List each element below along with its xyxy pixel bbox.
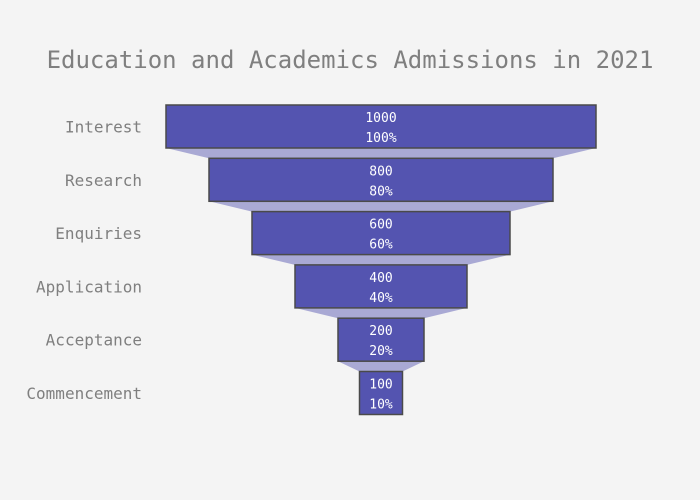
stage-label: Research [65,171,142,190]
funnel-connector [209,201,553,212]
funnel-bar-commencement [358,370,404,416]
value-label: 400 [369,271,392,286]
funnel-connector [252,254,510,265]
value-label: 1000 [365,111,396,126]
percent-label: 60% [369,238,393,253]
percent-label: 10% [369,398,393,413]
bars-layer [165,104,597,416]
funnel-bar-acceptance [337,317,425,362]
labels-layer: Interest 1000 100% Research 800 80% Enquiries 6… [26,111,396,413]
percent-label: 40% [369,291,393,306]
percent-label: 100% [365,131,396,146]
funnel-bar-application [294,264,468,309]
stage-label: Acceptance [46,331,142,350]
value-label: 100 [369,378,392,393]
stage-label: Commencement [26,384,142,403]
stage-label: Enquiries [55,224,142,243]
funnel-connector [338,361,424,372]
value-label: 600 [369,218,392,233]
funnel-bar-interest [165,104,597,149]
funnel-connector [295,307,467,319]
percent-label: 20% [369,344,393,359]
funnel-bar-enquiries [251,210,511,256]
percent-label: 80% [369,184,393,199]
connectors-layer [166,148,596,372]
chart-title: Education and Academics Admissions in 20… [47,46,654,74]
funnel-connector [166,148,596,159]
value-label: 200 [369,324,392,339]
funnel-bar-research [208,157,554,203]
stage-label: Application [36,277,142,296]
value-label: 800 [369,164,392,179]
stage-label: Interest [65,118,142,137]
